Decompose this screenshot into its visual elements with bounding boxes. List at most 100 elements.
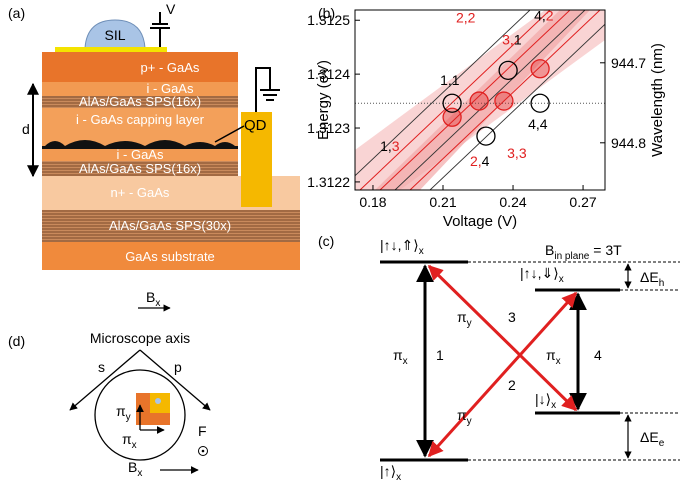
transition-label: 1,3 (380, 138, 400, 154)
layer-label: AlAs/GaAs SPS(16x) (79, 94, 201, 109)
axis-label: Microscope axis (90, 330, 190, 346)
y-tick-label: 1.3124 (307, 66, 350, 82)
transition-label: 4,2 (534, 7, 554, 23)
x-tick-label: 0.18 (359, 194, 386, 210)
layer (42, 242, 300, 270)
label-part: 4, (528, 116, 540, 132)
pol-symbol: π (546, 347, 556, 363)
field-symbol: B (146, 289, 155, 305)
peak-marker (498, 60, 518, 81)
pi-y-label: πy (116, 403, 131, 423)
label-part: 2, (456, 9, 468, 25)
peak-marker (469, 91, 489, 111)
plot-frame (354, 9, 606, 191)
top-contact (55, 47, 167, 52)
transition-label: 3,1 (502, 31, 522, 47)
peak-marker (530, 59, 550, 79)
transition-number: 2 (508, 377, 516, 393)
pi-x-label: πx (122, 431, 137, 451)
quantum-dots (45, 140, 235, 146)
y2-axis-label: Wavelength (nm) (649, 43, 666, 157)
label-part: 4 (482, 153, 490, 169)
polarization-label: πy (457, 407, 472, 427)
state-label: |↑↓,⇑⟩x (380, 237, 424, 257)
pol-symbol: π (116, 403, 126, 419)
pol-subscript: x (132, 440, 137, 451)
spectral-map (355, 10, 605, 190)
qd-label: QD (244, 117, 267, 134)
f-label: F (198, 423, 207, 439)
transition-label: 2,4 (470, 153, 490, 169)
transition-arrow (427, 291, 578, 458)
splitting-subscript: h (659, 278, 665, 289)
sil-label: SIL (104, 27, 125, 43)
layer-label: AlAs/GaAs SPS(30x) (109, 218, 231, 233)
ground (255, 67, 280, 112)
transition-number: 3 (508, 309, 516, 325)
label-part: 3 (519, 145, 527, 161)
sil (84, 19, 146, 49)
layer-label: i - GaAs capping layer (76, 112, 205, 127)
s-label: s (98, 359, 105, 375)
state-ket: |↑↓,⇓⟩ (520, 265, 559, 281)
x-tick-label: 0.21 (429, 194, 456, 210)
y-tick-label: 1.3122 (307, 174, 350, 190)
field-symbol: B (128, 459, 137, 475)
label-part: 1 (514, 31, 522, 47)
pol-subscript: x (403, 356, 408, 367)
peak-marker (476, 126, 496, 146)
label-part: 1 (452, 72, 460, 88)
x-tick-label: 0.24 (499, 194, 526, 210)
pol-symbol: π (457, 309, 467, 325)
wetting-layer (42, 146, 238, 149)
panel-d: (d) Microscope axis s p πy πx F Bx (8, 330, 211, 479)
p-label: p (174, 359, 182, 375)
qd-pointer (214, 125, 245, 143)
layer-label: i - GaAs (147, 81, 194, 96)
transition-label: 2,2 (456, 9, 476, 25)
pol-subscript: y (467, 416, 472, 427)
transition-arrow (427, 264, 578, 412)
state-ket: |↑⟩ (380, 463, 396, 479)
field-label: Bin plane = 3T (545, 242, 622, 262)
y-tick-label: 1.3123 (307, 120, 350, 136)
field-symbol: B (545, 242, 554, 258)
state-label: |↑⟩x (380, 463, 401, 483)
state-subscript: x (419, 246, 424, 257)
pol-symbol: π (122, 431, 132, 447)
peak-marker (442, 107, 462, 127)
polarization-label: πx (393, 347, 408, 367)
label-part: 4 (540, 116, 548, 132)
state-ket: |↑↓,⇑⟩ (380, 237, 419, 253)
panel-label: (d) (8, 333, 25, 349)
field-label: Bx (128, 459, 142, 479)
layer (42, 82, 238, 96)
polarization-label: πy (457, 309, 472, 329)
transition-label: 1,1 (440, 72, 460, 88)
pol-subscript: x (556, 356, 561, 367)
layer-label: i - GaAs (117, 147, 164, 162)
y2-tick-label: 944.7 (611, 55, 646, 71)
splitting-symbol: ΔE (640, 269, 659, 285)
sil (155, 398, 161, 404)
out-of-plane-dot (201, 449, 205, 453)
x-axis-label: Voltage (V) (443, 213, 517, 230)
state-ket: |↓⟩ (535, 391, 551, 407)
aperture (94, 369, 186, 461)
layer (42, 108, 238, 146)
panel-label: (c) (318, 233, 334, 249)
layer-label: AlAs/GaAs SPS(16x) (79, 161, 201, 176)
plot-marks: 0.18 0.21 0.24 0.27 1.3122 1.3123 1.3124 1.3125… (307, 7, 646, 210)
pol-subscript: y (467, 318, 472, 329)
back-contact (241, 112, 272, 207)
layer (42, 96, 238, 108)
voltage-label: V (166, 1, 176, 17)
voltage-source (150, 12, 170, 47)
polarization-label: πx (546, 347, 561, 367)
transition-number: 4 (594, 347, 602, 363)
label-part: 3 (392, 138, 400, 154)
s-arrow (69, 349, 141, 411)
peak-marker (530, 93, 550, 113)
peak-marker (442, 93, 462, 113)
